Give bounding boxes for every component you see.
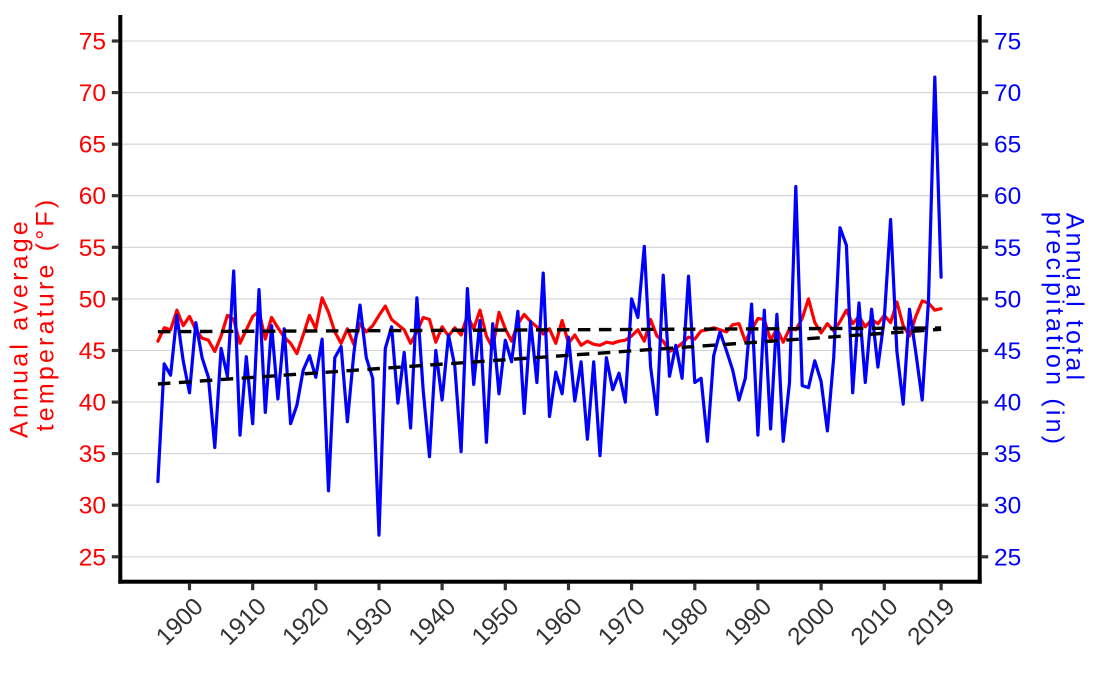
- svg-text:50: 50: [994, 286, 1021, 313]
- svg-text:30: 30: [79, 493, 106, 520]
- svg-text:65: 65: [79, 132, 106, 159]
- svg-text:Annual total: Annual total: [1061, 213, 1089, 383]
- svg-text:precipitation (in): precipitation (in): [1041, 212, 1069, 447]
- svg-text:30: 30: [994, 493, 1021, 520]
- svg-text:50: 50: [79, 286, 106, 313]
- svg-text:70: 70: [79, 80, 106, 107]
- svg-text:temperature (°F): temperature (°F): [31, 197, 59, 432]
- svg-text:45: 45: [994, 338, 1021, 365]
- svg-text:70: 70: [994, 80, 1021, 107]
- svg-text:55: 55: [994, 235, 1021, 262]
- svg-text:65: 65: [994, 132, 1021, 159]
- svg-text:45: 45: [79, 338, 106, 365]
- svg-text:60: 60: [79, 183, 106, 210]
- svg-text:40: 40: [994, 390, 1021, 417]
- svg-text:25: 25: [79, 544, 106, 571]
- svg-text:55: 55: [79, 235, 106, 262]
- svg-text:25: 25: [994, 544, 1021, 571]
- svg-text:35: 35: [79, 441, 106, 468]
- svg-text:40: 40: [79, 390, 106, 417]
- svg-text:75: 75: [79, 29, 106, 56]
- svg-text:75: 75: [994, 29, 1021, 56]
- svg-text:35: 35: [994, 441, 1021, 468]
- svg-text:60: 60: [994, 183, 1021, 210]
- svg-text:Annual average: Annual average: [6, 218, 34, 438]
